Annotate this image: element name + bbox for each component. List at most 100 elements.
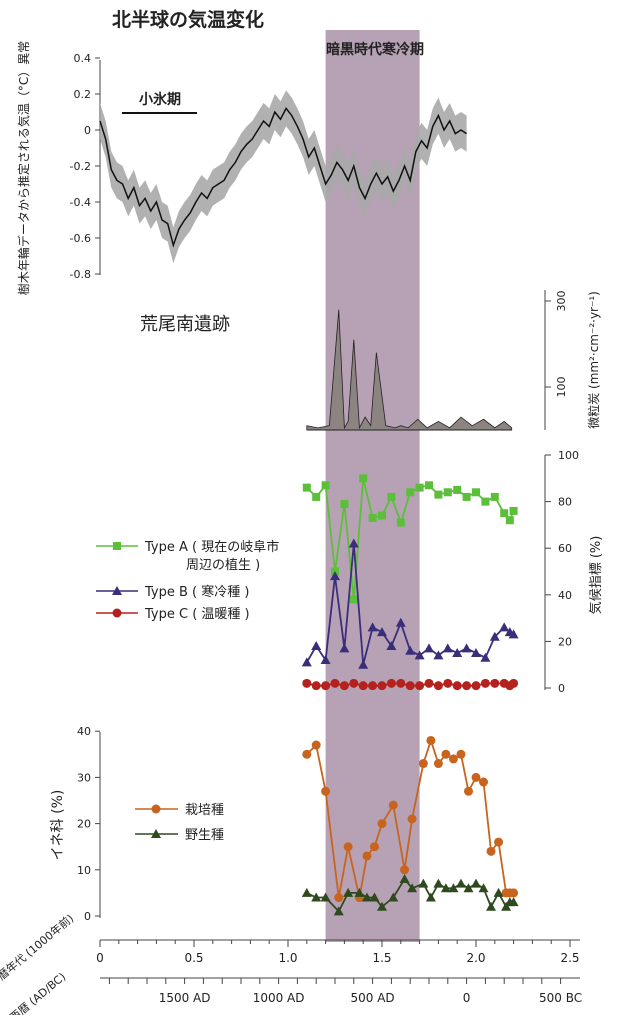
type-c-point xyxy=(302,678,312,688)
wild-point xyxy=(333,906,344,916)
wild-point xyxy=(311,892,322,902)
ad-tick-label: 500 BC xyxy=(539,991,582,1005)
legend-type-a: Type A ( 現在の岐阜市 xyxy=(144,539,279,555)
temperature-line xyxy=(99,107,468,248)
cultivated-point xyxy=(494,837,504,847)
ad-tick-label: 500 AD xyxy=(351,991,395,1005)
temp-y-tick-label: -0.8 xyxy=(70,268,91,281)
type-b-point xyxy=(461,643,472,653)
type-b-point xyxy=(395,617,406,627)
type-c-point xyxy=(462,681,472,691)
wild-point xyxy=(377,901,387,911)
ad-tick-label: 1500 AD xyxy=(159,991,211,1005)
type-c-point xyxy=(480,678,490,688)
type-b-point xyxy=(414,650,425,660)
poaceae-y-tick-label: 40 xyxy=(77,725,91,738)
climate-y-tick-label: 80 xyxy=(558,496,572,509)
wild-point xyxy=(463,883,474,893)
type-b-point xyxy=(508,629,519,639)
temp-y-tick-label: -0.4 xyxy=(70,196,91,209)
type-a-point xyxy=(443,488,452,497)
type-a-point xyxy=(312,492,321,501)
type-c-point xyxy=(396,678,406,688)
wild-point xyxy=(418,878,429,888)
wild-point xyxy=(354,887,365,897)
type-b-point xyxy=(471,648,481,658)
type-c-point xyxy=(386,678,396,688)
climate-y-tick-label: 20 xyxy=(558,635,572,648)
type-b-point xyxy=(330,571,340,581)
cultivated-line xyxy=(306,737,514,898)
type-b-point xyxy=(405,645,416,655)
legend-type-c: Type C ( 温暖種 ) xyxy=(144,606,250,622)
cultivated-point xyxy=(486,846,496,856)
type-a-point xyxy=(359,474,368,483)
kyr-tick-label: 1.5 xyxy=(372,951,391,965)
poaceae-y-label: イネ科 (%) xyxy=(50,790,66,861)
legend-type-b: Type B ( 寒冷種 ) xyxy=(144,584,249,600)
type-a-point xyxy=(396,518,405,527)
kyr-tick-label: 2.5 xyxy=(560,951,579,965)
type-c-point xyxy=(415,681,425,691)
cultivated-point xyxy=(343,842,353,852)
type-c-point xyxy=(349,678,359,688)
charcoal-panel: 荒尾南遺跡 300 100 微粒炭 (mm²·cm⁻²·yr⁻¹) xyxy=(140,290,601,431)
type-b-point xyxy=(442,643,453,653)
climate-y-tick-label: 40 xyxy=(558,589,572,602)
type-a-point xyxy=(462,492,471,501)
cultivated-point xyxy=(441,749,451,759)
cultivated-point xyxy=(302,749,312,759)
kyr-tick-label: 2.0 xyxy=(466,951,485,965)
type-b-point xyxy=(320,655,331,665)
cultivated-point xyxy=(407,814,417,824)
temperature-y-label: 樹木年輪データから推定される気温（°C）異常 xyxy=(16,41,31,295)
type-b-point xyxy=(433,650,444,660)
climate-y-label: 気候指標 (%) xyxy=(588,536,604,615)
time-axes: 0 0.5 1.0 1.5 2.0 2.5 暦年代 (1000年前) 1500 AD 100… xyxy=(0,911,582,1015)
charcoal-y-tick-label: 100 xyxy=(555,377,568,398)
type-a-point xyxy=(434,490,443,499)
type-a-point xyxy=(453,485,462,494)
wild-point xyxy=(508,897,519,907)
poaceae-panel: 40 30 20 10 0 イネ科 (%) 栽培種 野生種 xyxy=(50,725,519,923)
wild-point xyxy=(399,874,410,884)
charcoal-y-tick-label: 300 xyxy=(555,291,568,312)
cultivated-point xyxy=(479,777,489,787)
cultivated-point xyxy=(418,759,428,769)
cultivated-point xyxy=(448,754,458,764)
type-a-point xyxy=(472,488,480,497)
wild-point xyxy=(455,878,466,888)
temp-y-tick-label: 0.2 xyxy=(74,88,92,101)
cultivated-point xyxy=(321,786,331,796)
cultivated-point xyxy=(426,735,436,745)
type-a-point xyxy=(368,513,377,522)
temperature-uncertainty-band xyxy=(100,90,467,264)
poaceae-legend: 栽培種 野生種 xyxy=(135,802,224,843)
climate-y-tick-label: 100 xyxy=(558,449,579,462)
wild-point xyxy=(478,883,489,893)
type-c-point xyxy=(368,681,378,691)
cultivated-point xyxy=(311,740,321,750)
type-c-point xyxy=(311,681,321,691)
type-a-point xyxy=(378,511,386,520)
type-a-point xyxy=(302,483,311,492)
kyr-tick-label: 1.0 xyxy=(278,951,297,965)
type-a-point xyxy=(349,595,358,604)
wild-point xyxy=(440,883,451,893)
type-c-point xyxy=(377,681,387,691)
type-b-point xyxy=(452,648,463,658)
temperature-panel: 北半球の気温変化 暗黒時代寒冷期 0.4 0.2 0 -0.2 -0.4 -0.6 -0.8… xyxy=(16,8,468,295)
type-b-point xyxy=(386,641,397,651)
type-c-point xyxy=(443,678,453,688)
type-a-point xyxy=(509,506,518,515)
cold-period-label: 暗黒時代寒冷期 xyxy=(326,41,424,58)
legend-type-a-line2: 周辺の植生 ) xyxy=(186,558,260,573)
type-b-point xyxy=(480,652,491,662)
type-c-point xyxy=(509,678,519,688)
legend-cultivated: 栽培種 xyxy=(185,802,224,818)
cultivated-point xyxy=(471,772,481,782)
wild-point xyxy=(361,892,372,902)
type-a-point xyxy=(500,509,509,518)
type-b-point xyxy=(424,643,434,653)
poaceae-y-tick-label: 20 xyxy=(77,818,91,831)
